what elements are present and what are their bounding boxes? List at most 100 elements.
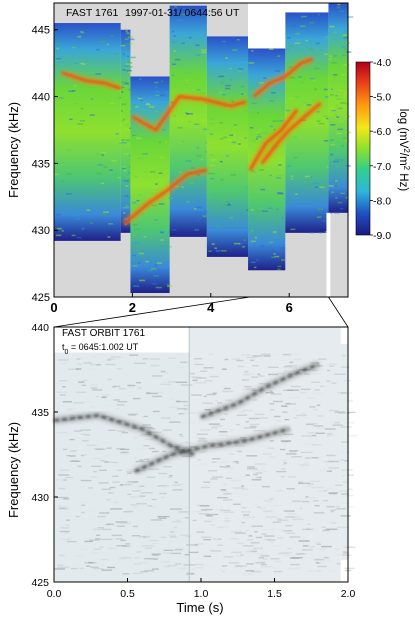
noise-streak — [64, 524, 70, 526]
band-speckle — [263, 137, 267, 139]
noise-streak — [91, 465, 102, 468]
hot-emission-core-0 — [61, 71, 121, 90]
noise-streak — [92, 355, 97, 358]
noise-streak — [261, 470, 268, 473]
band-speckle — [166, 283, 171, 286]
noise-streak — [276, 529, 285, 531]
top-x-axis: 0 2 4 6 — [50, 293, 293, 315]
noise-streak — [226, 465, 231, 467]
band-speckle — [254, 266, 257, 269]
band-speckle — [341, 73, 346, 76]
noise-streak — [285, 532, 296, 534]
noise-streak — [111, 524, 117, 527]
band-speckle — [339, 89, 345, 92]
band-speckle — [185, 79, 189, 82]
noise-streak — [235, 555, 243, 557]
noise-streak — [64, 532, 68, 534]
noise-streak — [133, 506, 140, 509]
y-tick-label: 425 — [32, 292, 50, 304]
noise-streak — [265, 516, 277, 518]
noise-streak — [241, 573, 254, 575]
noise-streak — [156, 485, 166, 487]
band-speckle — [200, 159, 204, 161]
band-speckle — [272, 231, 277, 233]
noise-streak — [298, 540, 310, 542]
band-speckle — [132, 203, 138, 206]
noise-streak — [91, 406, 95, 408]
noise-streak — [223, 467, 234, 469]
band-speckle — [250, 261, 256, 264]
noise-streak — [93, 457, 101, 460]
band-speckle — [258, 82, 264, 84]
band-speckle — [337, 128, 344, 131]
noise-streak — [56, 391, 68, 393]
band-speckle — [121, 91, 124, 93]
noise-streak — [335, 484, 343, 486]
band-speckle — [194, 229, 200, 231]
band-speckle — [260, 245, 265, 247]
noise-streak — [54, 397, 66, 400]
band-speckle — [178, 141, 184, 144]
ridge-core-0 — [53, 414, 195, 456]
noise-streak — [251, 570, 262, 573]
noise-streak — [240, 554, 244, 556]
band-speckle — [137, 157, 142, 160]
band-speckle — [153, 219, 159, 221]
noise-streak — [270, 505, 282, 507]
hot-emission-core-3 — [253, 58, 314, 98]
noise-streak — [56, 431, 69, 434]
noise-streak — [294, 516, 300, 518]
band-speckle — [336, 116, 340, 118]
band-speckle — [134, 176, 138, 178]
band-speckle — [230, 79, 233, 81]
band-speckle — [277, 192, 284, 195]
noise-streak — [250, 550, 257, 553]
noise-streak — [133, 362, 146, 365]
x-tick-label: 1.0 — [194, 588, 209, 600]
band-speckle — [158, 203, 165, 205]
noise-streak — [257, 506, 261, 508]
band-speckle — [160, 239, 165, 241]
noise-streak — [192, 376, 202, 379]
band-speckle — [60, 180, 65, 182]
noise-streak — [67, 408, 76, 410]
noise-streak — [106, 359, 112, 361]
noise-streak — [152, 395, 163, 398]
noise-streak — [347, 474, 354, 476]
noise-streak — [136, 502, 147, 505]
noise-streak — [105, 363, 116, 366]
spectrogram-band-0 — [54, 23, 121, 241]
noise-streak — [91, 517, 100, 519]
band-speckle — [334, 114, 337, 116]
band-speckle — [181, 186, 184, 188]
noise-streak — [261, 533, 267, 535]
band-speckle — [174, 6, 177, 8]
noise-streak — [241, 485, 245, 487]
noise-streak — [61, 538, 72, 541]
noise-streak — [342, 554, 352, 556]
band-speckle — [181, 13, 188, 16]
noise-streak — [337, 526, 348, 529]
band-speckle — [156, 262, 162, 264]
band-speckle — [117, 176, 123, 179]
band-speckle — [56, 42, 62, 45]
noise-streak — [237, 542, 244, 545]
noise-streak — [321, 559, 332, 562]
noise-streak — [122, 511, 131, 513]
noise-streak — [159, 492, 167, 495]
band-speckle — [211, 243, 215, 245]
zoom-connector-right — [328, 296, 349, 328]
noise-streak — [171, 484, 181, 487]
noise-streak — [175, 563, 182, 565]
band-speckle — [133, 242, 140, 244]
noise-streak — [74, 555, 83, 558]
noise-streak — [82, 456, 94, 458]
band-speckle — [71, 234, 76, 237]
noise-streak — [69, 438, 75, 441]
noise-streak — [106, 511, 112, 514]
noise-streak — [270, 558, 280, 560]
noise-streak — [98, 512, 110, 514]
noise-streak — [122, 573, 130, 575]
band-speckle — [161, 128, 166, 131]
noise-streak — [248, 535, 253, 537]
